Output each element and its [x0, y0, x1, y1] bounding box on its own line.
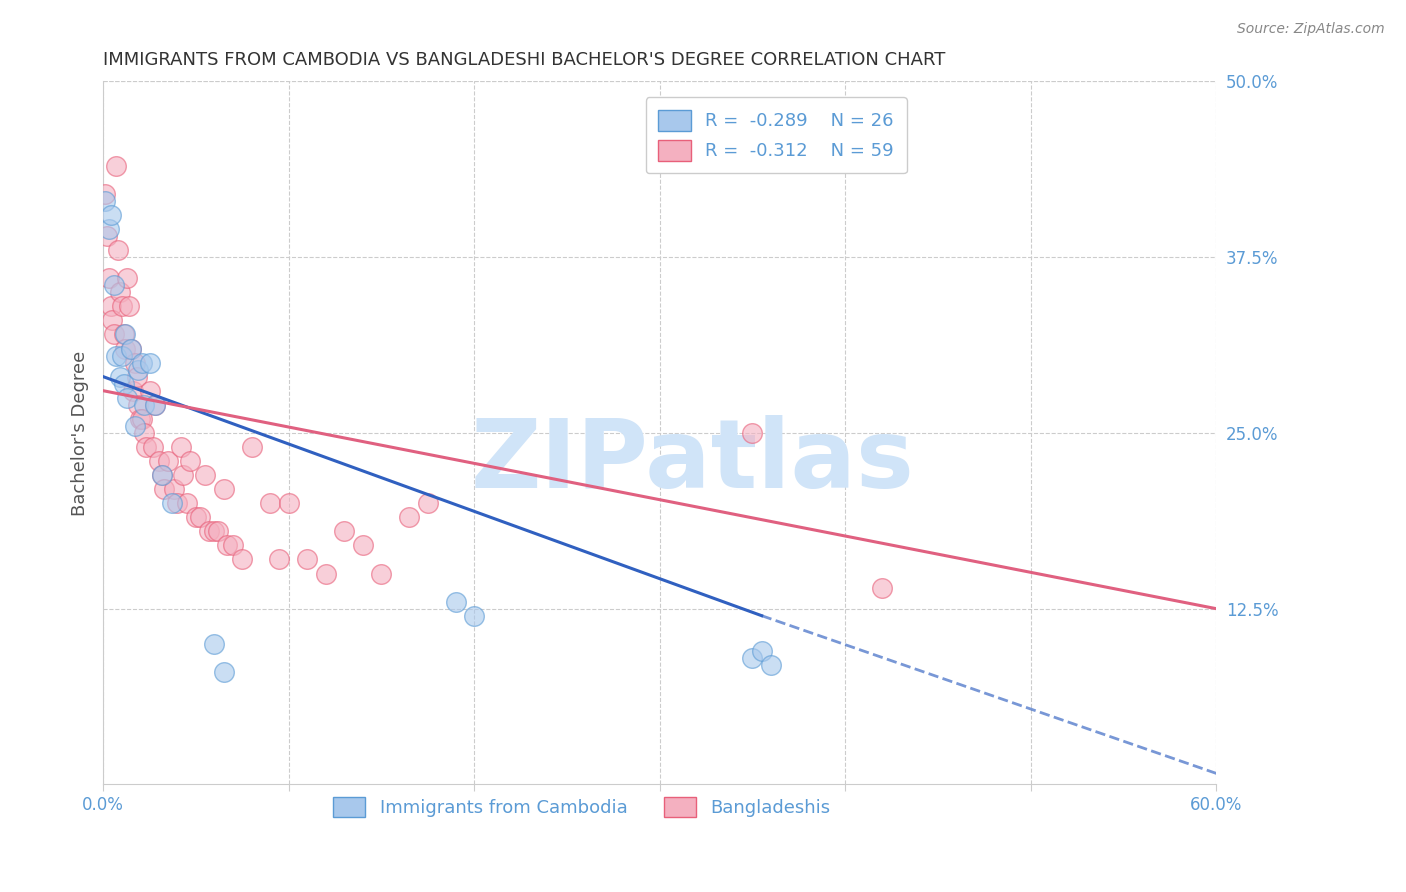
Point	[160, 496, 183, 510]
Point	[152, 468, 174, 483]
Point	[131, 412, 153, 426]
Point	[295, 552, 318, 566]
Point	[138, 355, 160, 369]
Point	[103, 327, 125, 342]
Point	[741, 425, 763, 440]
Text: ZIPatlas: ZIPatlas	[471, 415, 915, 508]
Point	[194, 468, 217, 483]
Point	[198, 524, 221, 539]
Point	[132, 425, 155, 440]
Point	[120, 342, 142, 356]
Point	[741, 651, 763, 665]
Point	[97, 222, 120, 236]
Point	[97, 271, 120, 285]
Point	[135, 440, 157, 454]
Text: IMMIGRANTS FROM CAMBODIA VS BANGLADESHI BACHELOR'S DEGREE CORRELATION CHART: IMMIGRANTS FROM CAMBODIA VS BANGLADESHI …	[103, 51, 945, 69]
Point	[166, 496, 188, 510]
Point	[94, 186, 117, 201]
Point	[463, 608, 485, 623]
Point	[157, 454, 180, 468]
Point	[111, 299, 134, 313]
Point	[105, 349, 128, 363]
Point	[204, 637, 226, 651]
Point	[105, 159, 128, 173]
Point	[131, 355, 153, 369]
Point	[127, 398, 149, 412]
Point	[101, 313, 124, 327]
Point	[212, 482, 235, 496]
Point	[240, 440, 263, 454]
Point	[114, 327, 136, 342]
Point	[231, 552, 253, 566]
Point	[103, 278, 125, 293]
Point	[370, 566, 392, 581]
Point	[277, 496, 299, 510]
Point	[416, 496, 439, 510]
Point	[118, 299, 141, 313]
Point	[117, 271, 139, 285]
Point	[143, 398, 166, 412]
Point	[96, 229, 118, 244]
Point	[129, 412, 152, 426]
Point	[94, 194, 117, 208]
Point	[117, 391, 139, 405]
Point	[212, 665, 235, 679]
Point	[751, 644, 773, 658]
Point	[188, 510, 211, 524]
Text: Source: ZipAtlas.com: Source: ZipAtlas.com	[1237, 22, 1385, 37]
Point	[124, 355, 146, 369]
Point	[207, 524, 229, 539]
Point	[759, 657, 782, 672]
Point	[444, 594, 467, 608]
Point	[100, 299, 122, 313]
Point	[142, 440, 165, 454]
Point	[204, 524, 226, 539]
Point	[217, 538, 239, 552]
Point	[111, 349, 134, 363]
Point	[108, 369, 131, 384]
Point	[259, 496, 281, 510]
Point	[179, 454, 201, 468]
Point	[112, 376, 135, 391]
Y-axis label: Bachelor's Degree: Bachelor's Degree	[72, 351, 89, 516]
Point	[107, 243, 129, 257]
Point	[153, 482, 176, 496]
Point	[176, 496, 198, 510]
Point	[170, 440, 193, 454]
Point	[352, 538, 374, 552]
Point	[143, 398, 166, 412]
Point	[121, 384, 143, 398]
Point	[152, 468, 174, 483]
Point	[184, 510, 207, 524]
Point	[162, 482, 184, 496]
Point	[114, 342, 136, 356]
Point	[100, 208, 122, 222]
Point	[315, 566, 337, 581]
Point	[398, 510, 420, 524]
Point	[108, 285, 131, 300]
Point	[222, 538, 245, 552]
Point	[148, 454, 170, 468]
Legend: Immigrants from Cambodia, Bangladeshis: Immigrants from Cambodia, Bangladeshis	[326, 789, 838, 824]
Point	[124, 418, 146, 433]
Point	[125, 369, 148, 384]
Point	[120, 342, 142, 356]
Point	[269, 552, 291, 566]
Point	[172, 468, 194, 483]
Point	[127, 362, 149, 376]
Point	[333, 524, 356, 539]
Point	[138, 384, 160, 398]
Point	[870, 581, 893, 595]
Point	[112, 327, 135, 342]
Point	[132, 398, 155, 412]
